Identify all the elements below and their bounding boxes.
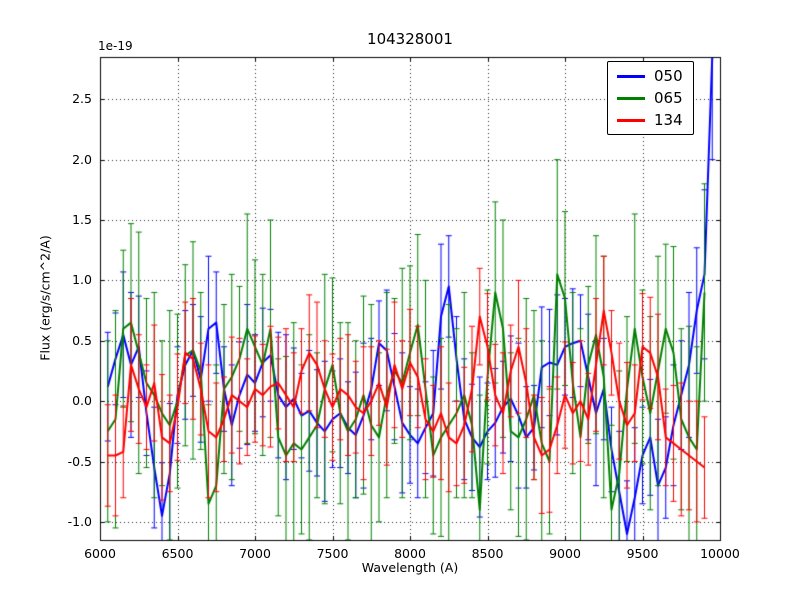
x-tick-label: 6000 xyxy=(84,546,116,561)
legend-label: 134 xyxy=(654,111,683,129)
legend-item-050: 050 xyxy=(617,68,683,84)
y-tick-label: 1.5 xyxy=(72,212,92,227)
x-tick-label: 10000 xyxy=(700,546,740,561)
x-tick-label: 9000 xyxy=(549,546,581,561)
x-tick-label: 8500 xyxy=(471,546,504,561)
y-tick-label: -1.0 xyxy=(67,513,92,529)
x-tick-label: 7000 xyxy=(239,546,271,561)
x-tick-label: 8000 xyxy=(394,546,426,561)
x-tick-label: 6500 xyxy=(161,546,194,561)
legend-line-red xyxy=(617,118,645,122)
y-tick-label: -0.5 xyxy=(67,453,92,469)
y-tick-label: 0.0 xyxy=(72,393,92,409)
x-tick-label: 7500 xyxy=(316,546,349,561)
x-axis-label: Wavelength (A) xyxy=(361,560,459,575)
legend-item-065: 065 xyxy=(617,90,683,106)
y-tick-label: 1.0 xyxy=(72,272,92,288)
legend-label: 065 xyxy=(654,89,683,107)
legend-line-blue xyxy=(617,74,645,78)
y-tick-label: 2.5 xyxy=(72,91,92,107)
y-tick-label: 0.5 xyxy=(72,332,92,348)
y-tick-label: 2.0 xyxy=(72,151,92,167)
y-axis-offset-label: 1e-19 xyxy=(98,39,133,53)
legend: 050 065 134 xyxy=(607,61,694,135)
legend-label: 050 xyxy=(654,67,683,85)
x-tick-label: 9500 xyxy=(626,546,659,561)
legend-line-green xyxy=(617,96,645,100)
chart-title: 104328001 xyxy=(367,30,453,48)
legend-item-134: 134 xyxy=(617,112,683,128)
